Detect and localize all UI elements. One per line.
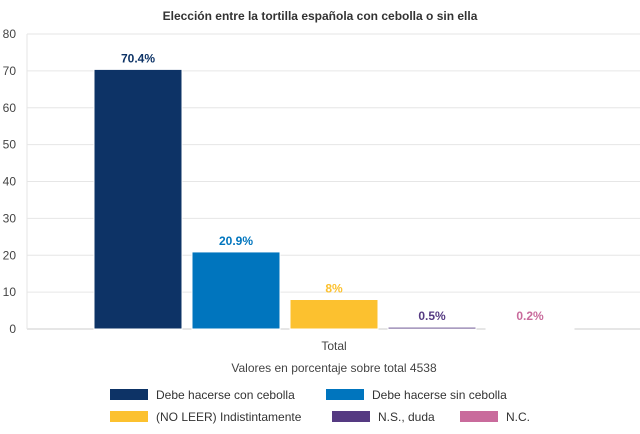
data-label-2: 20.9%: [219, 234, 253, 248]
legend-label: (NO LEER) Indistintamente: [156, 410, 302, 424]
legend-item-5[interactable]: N.C.: [460, 410, 530, 424]
y-tick-label: 20: [3, 248, 17, 262]
chart-title: Elección entre la tortilla española con …: [163, 9, 478, 23]
legend-label: N.S., duda: [378, 410, 435, 424]
y-tick-label: 10: [3, 285, 17, 299]
data-label-4: 0.5%: [418, 309, 446, 323]
x-tick-label-total: Total: [321, 339, 346, 353]
y-tick-label: 80: [3, 27, 17, 41]
y-tick-label: 60: [3, 101, 17, 115]
y-tick-label: 40: [3, 175, 17, 189]
bars: [93, 68, 575, 330]
data-label-5: 0.2%: [516, 309, 544, 323]
legend-label: N.C.: [506, 410, 530, 424]
legend-item-2[interactable]: Debe hacerse sin cebolla: [326, 388, 507, 402]
bar-5: [485, 327, 575, 330]
legend: Debe hacerse con cebolla Debe hacerse sin…: [110, 388, 530, 424]
bar-2: [191, 251, 281, 330]
legend-swatch: [332, 411, 370, 422]
data-label-3: 8%: [325, 282, 343, 296]
y-tick-label: 50: [3, 138, 17, 152]
bar-3: [289, 299, 379, 330]
y-tick-label: 0: [9, 322, 16, 336]
y-axis: 0 10 20 30 40 50 60 70 80: [3, 27, 28, 336]
bar-1: [93, 68, 183, 330]
legend-swatch: [110, 411, 148, 422]
legend-swatch: [110, 389, 148, 400]
data-labels: 70.4% 20.9% 8% 0.5% 0.2%: [121, 51, 544, 323]
legend-item-3[interactable]: (NO LEER) Indistintamente: [110, 410, 302, 424]
legend-swatch: [460, 411, 498, 422]
legend-label: Debe hacerse sin cebolla: [372, 388, 507, 402]
legend-item-1[interactable]: Debe hacerse con cebolla: [110, 388, 295, 402]
y-tick-label: 30: [3, 211, 17, 225]
legend-item-4[interactable]: N.S., duda: [332, 410, 435, 424]
legend-swatch: [326, 389, 364, 400]
bar-4: [387, 326, 477, 330]
x-axis-label: Valores en porcentaje sobre total 4538: [231, 361, 437, 375]
data-label-1: 70.4%: [121, 51, 155, 65]
y-tick-label: 70: [3, 64, 17, 78]
legend-label: Debe hacerse con cebolla: [156, 388, 295, 402]
